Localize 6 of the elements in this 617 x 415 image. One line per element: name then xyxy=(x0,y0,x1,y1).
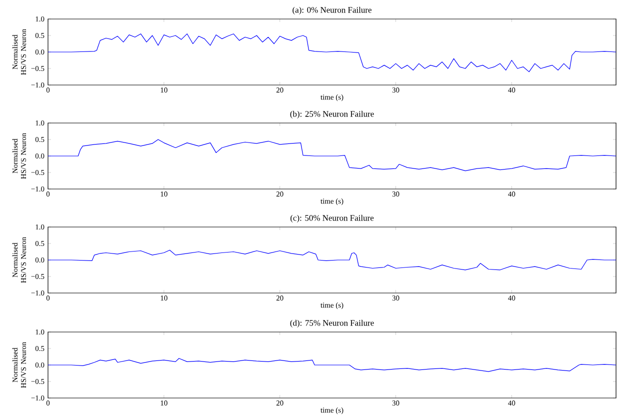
chart-title: (a): 0% Neuron Failure xyxy=(292,6,372,14)
line-series xyxy=(48,34,616,72)
line-series xyxy=(48,250,616,270)
chart-title: (d): 75% Neuron Failure xyxy=(290,320,374,328)
chart-title: (c): 50% Neuron Failure xyxy=(290,214,374,222)
chart-title: (b): 25% Neuron Failure xyxy=(290,110,374,118)
